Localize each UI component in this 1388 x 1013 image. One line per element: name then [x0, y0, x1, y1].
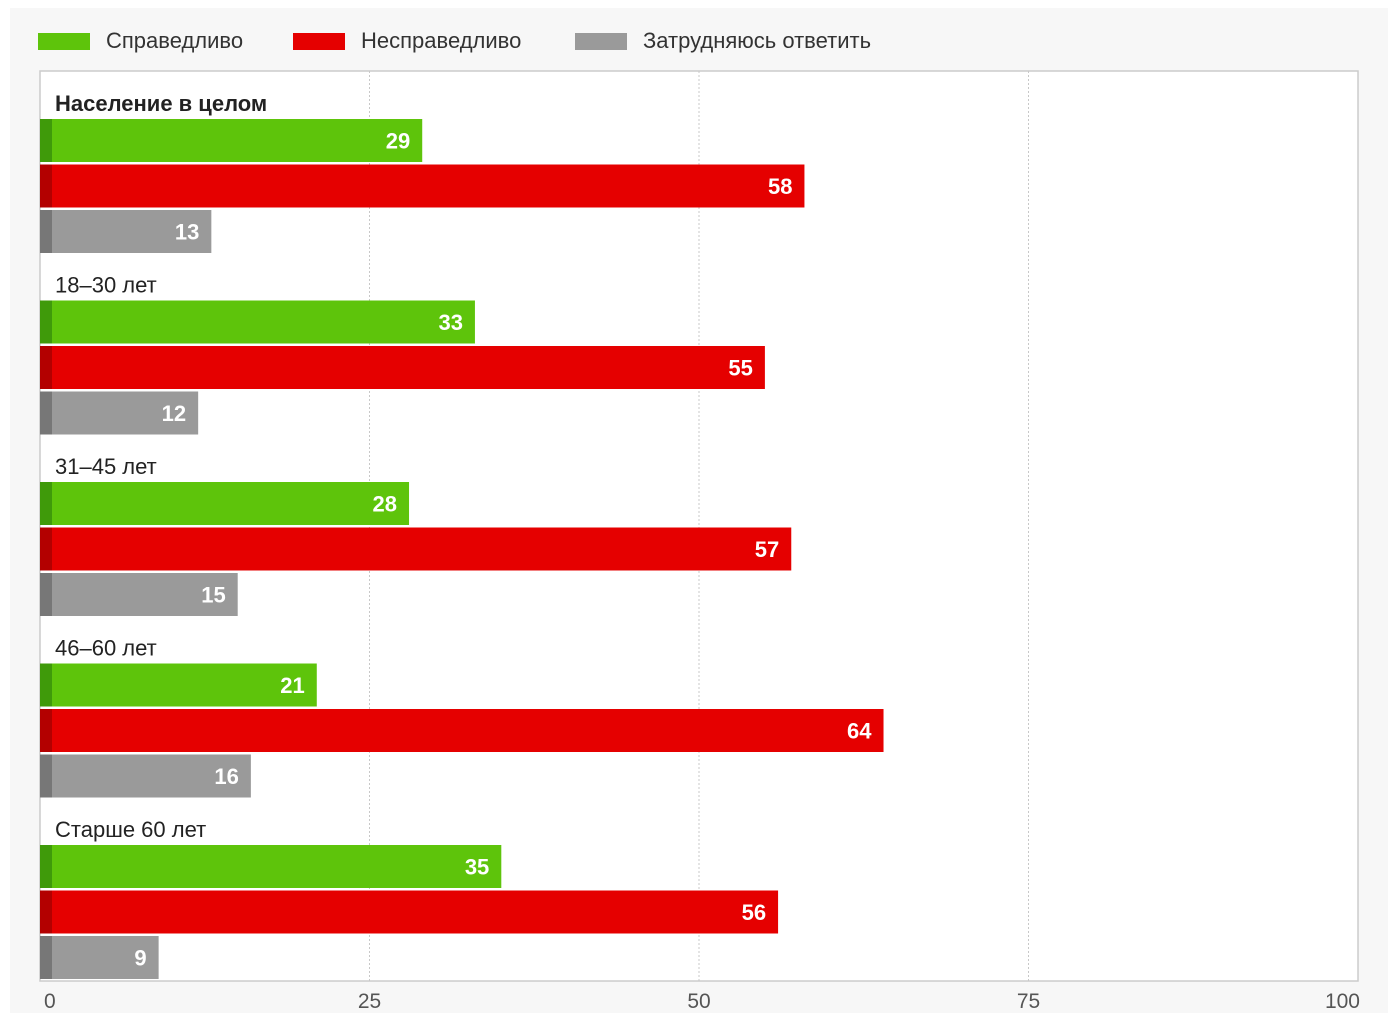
- bar-unsure: [40, 210, 212, 253]
- bar-edge-unsure: [40, 210, 52, 253]
- chart-frame: Справедливо Несправедливо Затрудняюсь от…: [10, 8, 1388, 1013]
- bar-value-label: 28: [373, 492, 397, 517]
- bar-value-label: 12: [162, 401, 186, 426]
- bar-value-label: 57: [755, 537, 779, 562]
- bar-value-label: 9: [134, 946, 146, 971]
- legend-swatch-unfair: [293, 32, 345, 50]
- bar-value-label: 13: [175, 220, 199, 245]
- bar-edge-fair: [40, 482, 52, 525]
- bar-fair: [40, 845, 502, 888]
- bar-unfair: [40, 164, 805, 208]
- bar-value-label: 33: [438, 310, 462, 335]
- category-label: 31–45 лет: [55, 454, 157, 479]
- category-label: 18–30 лет: [55, 273, 157, 298]
- bar-edge-fair: [40, 663, 52, 707]
- bar-chart: 0 25 50 75 100 Население в целом 29 58 13 18–30 л…: [39, 70, 1360, 1013]
- legend-swatch-unsure: [575, 32, 627, 50]
- bar-unsure: [40, 936, 159, 979]
- bar-unfair: [40, 709, 884, 752]
- bar-edge-unfair: [40, 164, 52, 208]
- legend-item-unsure: Затрудняюсь ответить: [575, 26, 871, 56]
- bar-fair: [40, 482, 410, 525]
- bar-edge-unfair: [40, 709, 52, 752]
- bar-edge-unfair: [40, 346, 52, 389]
- bar-unsure: [40, 573, 238, 616]
- bar-value-label: 15: [201, 583, 225, 608]
- bar-value-label: 21: [280, 673, 304, 698]
- x-tick-label: 50: [687, 990, 710, 1013]
- bar-value-label: 58: [768, 174, 792, 199]
- category-label: Население в целом: [55, 91, 267, 116]
- plot-area: [39, 70, 1359, 982]
- legend-item-unfair: Несправедливо: [293, 26, 521, 56]
- bar-value-label: 64: [847, 719, 872, 744]
- legend-label-unfair: Несправедливо: [361, 28, 522, 53]
- bar-fair: [40, 300, 475, 344]
- legend-label-unsure: Затрудняюсь ответить: [643, 28, 872, 53]
- bar-unsure: [40, 391, 199, 435]
- bar-value-label: 55: [728, 356, 752, 381]
- category-label: Старше 60 лет: [55, 817, 206, 842]
- bar-fair: [40, 663, 317, 707]
- bar-edge-unsure: [40, 754, 52, 798]
- legend-item-fair: Справедливо: [38, 26, 243, 56]
- bar-unsure: [40, 754, 251, 798]
- bar-edge-unsure: [40, 936, 52, 979]
- bar-edge-unfair: [40, 890, 52, 934]
- category-label: 46–60 лет: [55, 636, 157, 661]
- legend-label-fair: Справедливо: [106, 28, 244, 53]
- bar-edge-unsure: [40, 391, 52, 435]
- bar-unfair: [40, 890, 779, 934]
- bar-edge-fair: [40, 119, 52, 162]
- bar-value-label: 29: [386, 129, 410, 154]
- bar-edge-fair: [40, 300, 52, 344]
- bar-edge-unsure: [40, 573, 52, 616]
- x-tick-label: 0: [44, 990, 56, 1013]
- bar-value-label: 56: [742, 900, 766, 925]
- bar-unfair: [40, 527, 792, 571]
- x-tick-label: 100: [1325, 990, 1360, 1013]
- bar-value-label: 16: [214, 764, 238, 789]
- bar-fair: [40, 119, 423, 162]
- legend-swatch-fair: [38, 32, 90, 50]
- bar-edge-unfair: [40, 527, 52, 571]
- bar-value-label: 35: [465, 855, 489, 880]
- x-tick-label: 25: [358, 990, 381, 1013]
- x-tick-label: 75: [1017, 990, 1040, 1013]
- bar-edge-fair: [40, 845, 52, 888]
- bar-unfair: [40, 346, 765, 389]
